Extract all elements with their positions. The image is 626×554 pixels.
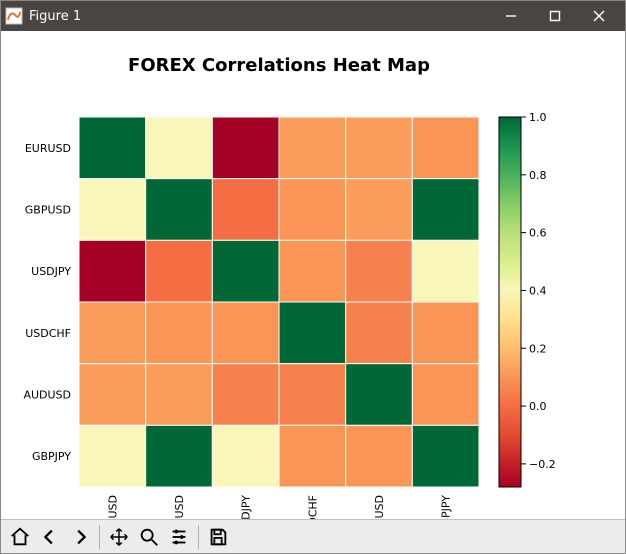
app-window: Figure 1 FOREX Correlations Heat Map EURU… xyxy=(0,0,626,554)
colorbar-tick-label: 0.6 xyxy=(529,227,547,240)
save-button[interactable] xyxy=(203,522,233,552)
colorbar xyxy=(499,117,521,487)
heatmap-cell xyxy=(279,364,346,426)
heatmap-cell xyxy=(212,302,279,364)
configure-button[interactable] xyxy=(164,522,194,552)
window-title: Figure 1 xyxy=(29,9,81,24)
heatmap-cell xyxy=(212,425,279,487)
heatmap-cell xyxy=(412,179,479,241)
heatmap-cell xyxy=(279,302,346,364)
heatmap-cell xyxy=(279,179,346,241)
heatmap-cell xyxy=(412,425,479,487)
y-tick-label: USDJPY xyxy=(31,265,71,278)
heatmap-cell xyxy=(79,364,146,426)
colorbar-tick-label: 0.4 xyxy=(529,284,547,297)
heatmap-cell xyxy=(346,179,413,241)
x-tick-label: AUDUSD xyxy=(373,495,386,519)
heatmap-cell xyxy=(146,302,213,364)
heatmap-chart: FOREX Correlations Heat Map EURUSD GBPUSD U… xyxy=(1,31,625,519)
heatmap-cell xyxy=(146,364,213,426)
heatmap-cell xyxy=(79,425,146,487)
x-tick-label: USDJPY xyxy=(240,495,253,519)
heatmap-cell xyxy=(279,117,346,179)
heatmap-cell xyxy=(412,364,479,426)
heatmap-cell xyxy=(346,425,413,487)
titlebar: Figure 1 xyxy=(1,1,625,31)
heatmap-cell xyxy=(79,302,146,364)
heatmap-cell xyxy=(212,117,279,179)
forward-button[interactable] xyxy=(65,522,95,552)
zoom-button[interactable] xyxy=(134,522,164,552)
heatmap-cell xyxy=(212,240,279,302)
figure-canvas: FOREX Correlations Heat Map EURUSD GBPUSD U… xyxy=(1,31,625,519)
y-tick-label: USDCHF xyxy=(25,327,71,340)
heatmap-cell xyxy=(346,302,413,364)
colorbar-tick-label: 0.2 xyxy=(529,342,547,355)
heatmap-cell xyxy=(346,240,413,302)
heatmap-cell xyxy=(79,179,146,241)
heatmap-cell xyxy=(79,117,146,179)
colorbar-tick-label: −0.2 xyxy=(529,458,556,471)
heatmap-cell xyxy=(412,117,479,179)
minimize-button[interactable] xyxy=(489,1,533,31)
app-icon xyxy=(5,7,23,25)
heatmap-cell xyxy=(212,179,279,241)
colorbar-tick-label: 0.8 xyxy=(529,169,547,182)
toolbar-separator xyxy=(99,525,100,549)
heatmap-cell xyxy=(212,364,279,426)
x-tick-label: USDCHF xyxy=(306,495,319,519)
y-tick-label: EURUSD xyxy=(25,142,71,155)
heatmap-cell xyxy=(146,117,213,179)
maximize-button[interactable] xyxy=(533,1,577,31)
back-button[interactable] xyxy=(35,522,65,552)
x-tick-label: EURUSD xyxy=(106,495,119,519)
heatmap-cell xyxy=(279,425,346,487)
x-tick-label: GBPUSD xyxy=(173,495,186,519)
chart-title: FOREX Correlations Heat Map xyxy=(128,55,430,76)
heatmap-cell xyxy=(346,117,413,179)
heatmap-cell xyxy=(79,240,146,302)
x-tick-label: GBPJPY xyxy=(440,495,453,519)
heatmap-cell xyxy=(412,240,479,302)
close-button[interactable] xyxy=(577,1,621,31)
heatmap-cell xyxy=(146,425,213,487)
colorbar-tick-label: 0.0 xyxy=(529,400,547,413)
heatmap-cell xyxy=(146,240,213,302)
heatmap-cell xyxy=(279,240,346,302)
toolbar-separator xyxy=(198,525,199,549)
y-tick-label: GBPUSD xyxy=(25,204,71,217)
colorbar-tick-label: 1.0 xyxy=(529,111,547,124)
matplotlib-toolbar xyxy=(1,519,625,553)
y-tick-label: AUDUSD xyxy=(23,389,71,402)
pan-button[interactable] xyxy=(104,522,134,552)
heatmap-cell xyxy=(346,364,413,426)
heatmap-cell xyxy=(146,179,213,241)
y-tick-label: GBPJPY xyxy=(32,450,71,463)
home-button[interactable] xyxy=(5,522,35,552)
heatmap-cell xyxy=(412,302,479,364)
